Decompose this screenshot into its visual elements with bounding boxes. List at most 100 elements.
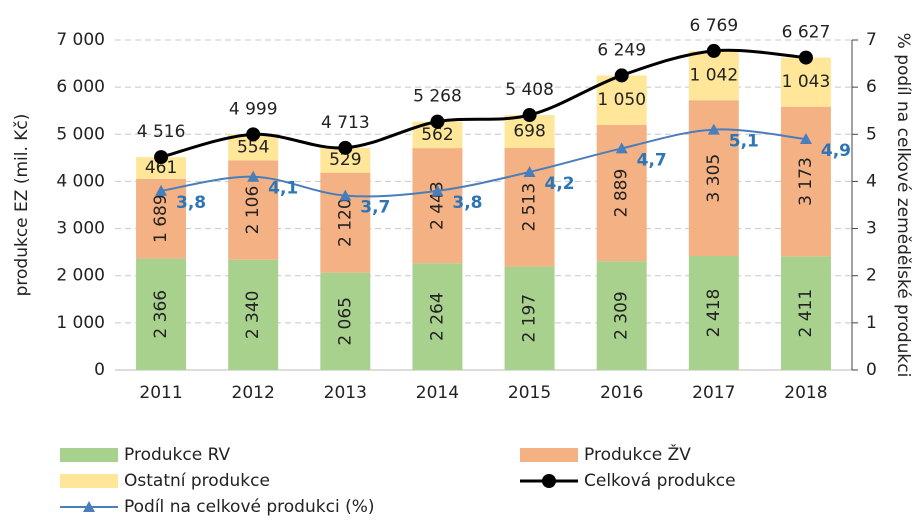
bar-segment <box>320 172 371 273</box>
bar-segment <box>136 157 187 179</box>
y2-tick-label: 7 <box>866 30 877 50</box>
bar-label: 2 197 <box>520 294 540 343</box>
line-label: 3,8 <box>176 193 206 213</box>
bar-segment <box>412 263 463 370</box>
bar-label: 2 366 <box>151 290 171 339</box>
y-axis-label: produkce EZ (mil. Kč) <box>12 114 32 297</box>
bar-label: 2 513 <box>520 183 540 232</box>
line-label: 5,1 <box>729 132 759 152</box>
marker <box>338 140 353 155</box>
marker <box>706 43 721 58</box>
marker <box>707 123 720 135</box>
marker <box>155 184 168 196</box>
bar-segment <box>688 51 739 101</box>
bar-segment <box>504 266 555 370</box>
x-tick-label: 2012 <box>232 383 275 403</box>
line-label: 4,7 <box>637 150 667 170</box>
x-tick-label: 2011 <box>139 383 182 403</box>
y2-tick-label: 5 <box>866 124 877 144</box>
bar-segment <box>688 256 739 370</box>
y-tick-label: 7 000 <box>56 30 105 50</box>
bar-segment <box>596 261 647 370</box>
line-label: 4,1 <box>268 179 298 199</box>
x-tick-label: 2013 <box>324 383 367 403</box>
y2-axis-label: % podíl na celkové zemědělské produkci <box>893 33 913 378</box>
line-label: 6 627 <box>782 23 831 43</box>
y2-tick-label: 0 <box>866 360 877 380</box>
marker <box>430 114 445 129</box>
y-tick-label: 6 000 <box>56 77 105 97</box>
line-label: 4 713 <box>321 113 370 133</box>
legend-label: Produkce RV <box>124 445 230 465</box>
y-tick-label: 2 000 <box>56 266 105 286</box>
bar-segment <box>412 148 463 264</box>
marker <box>247 170 260 182</box>
line-label: 4 516 <box>137 122 186 142</box>
bar-label: 1 043 <box>782 72 831 92</box>
bar-label: 2 120 <box>335 198 355 247</box>
legend-marker <box>83 501 95 512</box>
y-tick-label: 4 000 <box>56 171 105 191</box>
bar-label: 2 065 <box>335 297 355 346</box>
bar-segment <box>780 256 831 370</box>
line-label: 3,8 <box>452 193 482 213</box>
bar-label: 2 889 <box>612 169 632 218</box>
bar-label: 2 340 <box>243 291 263 340</box>
bar-label: 1 689 <box>151 194 171 243</box>
bar-segment <box>228 259 279 370</box>
line <box>160 48 807 159</box>
y-tick-label: 1 000 <box>56 313 105 333</box>
bar-label: 461 <box>145 158 177 178</box>
x-tick-label: 2016 <box>600 383 643 403</box>
bar-label: 2 411 <box>796 289 816 338</box>
bar-label: 554 <box>237 137 269 157</box>
bar-segment <box>320 272 371 370</box>
x-tick-label: 2017 <box>692 383 735 403</box>
bar-label: 2 264 <box>427 292 447 341</box>
line-label: 6 249 <box>597 40 646 60</box>
y2-tick-label: 6 <box>866 77 877 97</box>
line-label: 5 408 <box>505 80 554 100</box>
marker <box>798 50 813 65</box>
y-tick-label: 0 <box>94 360 105 380</box>
bar-label: 698 <box>513 122 545 142</box>
x-tick-label: 2015 <box>508 383 551 403</box>
bar-label: 3 305 <box>704 154 724 203</box>
legend-label: Produkce ŽV <box>584 443 691 465</box>
x-tick-label: 2018 <box>784 383 827 403</box>
y-tick-label: 3 000 <box>56 219 105 239</box>
y2-tick-label: 3 <box>866 219 877 239</box>
marker <box>615 142 628 154</box>
bar-label: 1 042 <box>689 66 738 86</box>
marker <box>614 68 629 83</box>
legend-label: Podíl na celkové produkci (%) <box>124 497 374 517</box>
bar-segment <box>136 258 187 370</box>
bar-label: 562 <box>421 125 453 145</box>
y-tick-label: 5 000 <box>56 124 105 144</box>
y2-tick-label: 2 <box>866 266 877 286</box>
legend-label: Celková produkce <box>584 471 736 491</box>
legend-swatch <box>60 448 118 462</box>
bar-label: 2 418 <box>704 289 724 338</box>
legend-label: Ostatní produkce <box>124 471 270 491</box>
bar-label: 2 309 <box>612 291 632 340</box>
marker <box>522 108 537 123</box>
marker <box>154 150 169 165</box>
line <box>160 128 807 198</box>
legend-swatch <box>520 448 578 462</box>
line-label: 4 999 <box>229 99 278 119</box>
line-label: 5 268 <box>413 87 462 107</box>
marker <box>799 133 812 144</box>
x-tick-label: 2014 <box>416 383 459 403</box>
legend-swatch <box>60 474 118 488</box>
y2-tick-label: 4 <box>866 171 877 191</box>
bar-label: 3 173 <box>796 157 816 206</box>
line-label: 4,9 <box>821 141 851 161</box>
bar-segment <box>780 106 831 257</box>
bar-label: 529 <box>329 150 361 170</box>
legend-marker <box>542 474 556 488</box>
y2-tick-label: 1 <box>866 313 877 333</box>
bar-label: 1 050 <box>597 90 646 110</box>
bar-segment <box>780 57 831 107</box>
